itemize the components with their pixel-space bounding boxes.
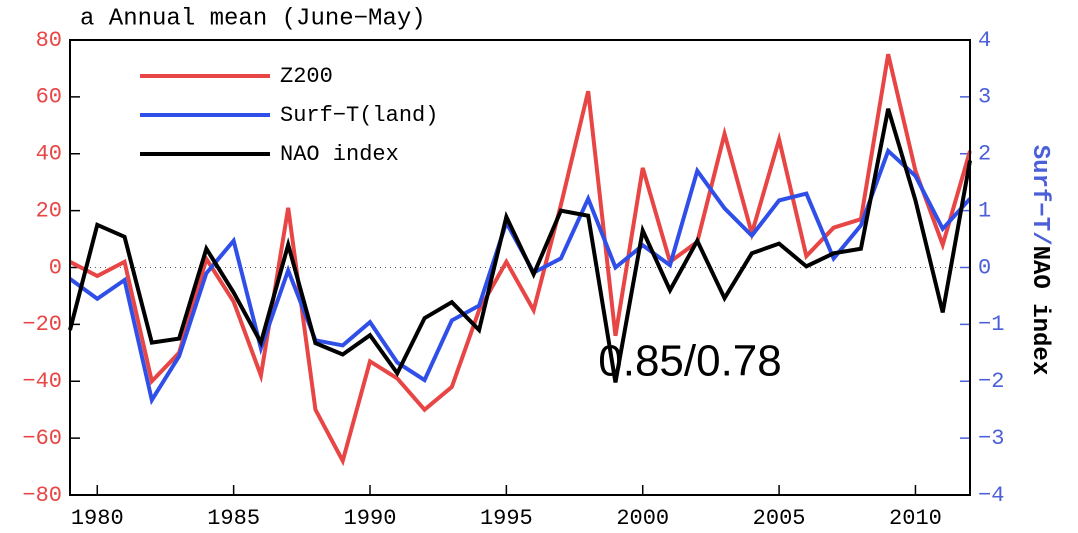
legend-label: Surf−T(land)	[280, 103, 438, 128]
y2-tick-label: −3	[978, 426, 1004, 451]
y-tick-label: −60	[22, 426, 62, 451]
x-tick-label: 1990	[344, 506, 397, 531]
legend-label: Z200	[280, 64, 333, 89]
y-tick-label: 0	[49, 255, 62, 280]
series-line	[68, 108, 972, 383]
y-tick-label: 40	[36, 142, 62, 167]
x-tick-label: 2000	[616, 506, 669, 531]
x-tick-label: 1980	[71, 506, 124, 531]
y2-tick-label: −4	[978, 483, 1004, 508]
y2-tick-label: 2	[978, 142, 991, 167]
y-tick-label: 60	[36, 85, 62, 110]
x-tick-label: 1995	[480, 506, 533, 531]
y-tick-label: 20	[36, 198, 62, 223]
legend-label: NAO index	[280, 142, 399, 167]
y2-tick-label: 3	[978, 85, 991, 110]
x-tick-label: 1985	[207, 506, 260, 531]
annotation: 0.85/0.78	[598, 337, 782, 386]
x-tick-label: 2010	[889, 506, 942, 531]
y2-tick-label: 4	[978, 28, 991, 53]
y2-axis-label-part: Surf−T/	[1026, 145, 1053, 246]
y2-axis-label: Surf−T/NAO index	[1026, 145, 1053, 375]
series-line	[69, 53, 972, 467]
y2-tick-label: −2	[978, 369, 1004, 394]
y2-axis-label-part: NAO index	[1026, 246, 1053, 376]
chart-title: a Annual mean (June−May)	[80, 5, 426, 32]
plot-frame	[69, 39, 971, 496]
y-tick-label: −40	[22, 369, 62, 394]
y2-tick-label: 0	[978, 255, 991, 280]
x-tick-label: 2005	[753, 506, 806, 531]
y2-tick-label: −1	[978, 312, 1004, 337]
series-line	[68, 147, 972, 406]
y-tick-label: −80	[22, 483, 62, 508]
y2-tick-label: 1	[978, 198, 991, 223]
y-tick-label: 80	[36, 28, 62, 53]
y-tick-label: −20	[22, 312, 62, 337]
